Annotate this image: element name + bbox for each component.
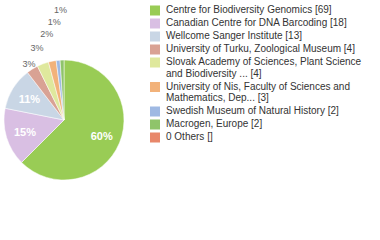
legend: Centre for Biodiversity Genomics [69] Can… xyxy=(150,4,362,143)
legend-swatch xyxy=(150,133,160,143)
pie-slice xyxy=(60,60,64,120)
legend-label: Swedish Museum of Natural History [2] xyxy=(166,105,339,116)
legend-line: Wellcome Sanger Institute [13] xyxy=(166,30,302,41)
legend-label: Canadian Centre for DNA Barcoding [18] xyxy=(166,17,347,28)
data-label: 15% xyxy=(14,126,36,138)
legend-swatch xyxy=(150,58,160,68)
legend-line: University of Turku, Zoological Museum [… xyxy=(166,43,355,54)
legend-label: Centre for Biodiversity Genomics [69] xyxy=(166,4,332,15)
data-label: 3% xyxy=(30,43,43,53)
legend-label: Wellcome Sanger Institute [13] xyxy=(166,30,302,41)
legend-line: Mathematics, Dep... [3] xyxy=(166,92,269,103)
data-labels: 60% 15% 11% 3% 3% 2% 1% 1% xyxy=(14,5,113,142)
legend-line: Macrogen, Europe [2] xyxy=(166,118,262,129)
legend-swatch xyxy=(150,6,160,16)
legend-label: Macrogen, Europe [2] xyxy=(166,118,262,129)
data-label: 3% xyxy=(23,59,36,69)
legend-line: Swedish Museum of Natural History [2] xyxy=(166,105,339,116)
legend-swatch xyxy=(150,32,160,42)
legend-swatch xyxy=(150,19,160,29)
pie-slice xyxy=(48,61,64,120)
legend-line: University of Nis, Faculty of Sciences a… xyxy=(166,81,350,92)
legend-label: University of Turku, Zoological Museum [… xyxy=(166,43,355,54)
legend-line: 0 Others [] xyxy=(166,131,213,142)
legend-label: University of Nis, Faculty of Sciences a… xyxy=(166,81,350,104)
data-label: 1% xyxy=(48,17,61,27)
legend-label: Slovak Academy of Sciences, Plant Scienc… xyxy=(166,56,362,79)
legend-swatch xyxy=(150,82,160,92)
legend-swatch xyxy=(150,120,160,130)
data-label: 1% xyxy=(54,5,67,15)
legend-swatch xyxy=(150,107,160,117)
legend-line: Canadian Centre for DNA Barcoding [18] xyxy=(166,17,347,28)
data-label: 11% xyxy=(19,93,41,105)
chart: 60% 15% 11% 3% 3% 2% 1% 1% Centre for Biodiversi… xyxy=(0,0,380,240)
legend-line: and Biodiversity ... [4] xyxy=(166,68,262,79)
data-label: 2% xyxy=(40,29,53,39)
data-label: 60% xyxy=(91,130,113,142)
legend-line: Slovak Academy of Sciences, Plant Scienc… xyxy=(166,56,362,67)
pie-slice xyxy=(56,60,64,120)
legend-label: 0 Others [] xyxy=(166,131,213,142)
legend-swatch xyxy=(150,45,160,55)
legend-line: Centre for Biodiversity Genomics [69] xyxy=(166,4,332,15)
pie xyxy=(4,60,124,180)
